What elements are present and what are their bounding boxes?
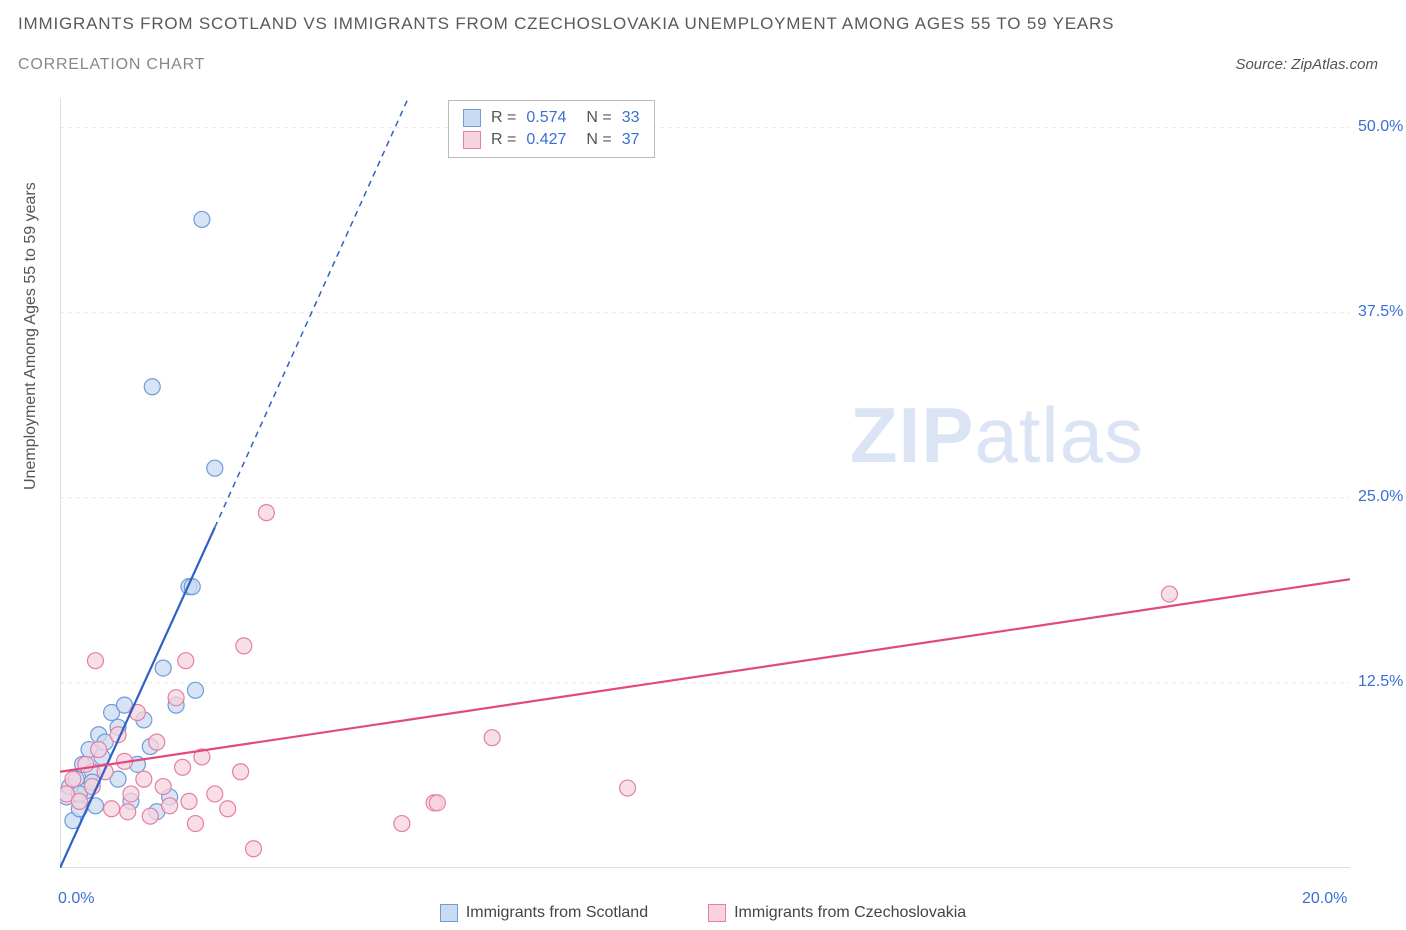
legend-swatch	[708, 904, 726, 922]
legend-swatch	[440, 904, 458, 922]
y-tick-label: 12.5%	[1358, 673, 1403, 691]
legend-bottom: Immigrants from Scotland Immigrants from …	[0, 904, 1406, 922]
stat-n-value: 37	[622, 129, 640, 151]
x-tick-label: 0.0%	[58, 890, 94, 908]
series-swatch	[463, 131, 481, 149]
legend-item: Immigrants from Czechoslovakia	[708, 904, 966, 922]
chart-subtitle: CORRELATION CHART	[18, 56, 205, 74]
stat-r-label: R =	[491, 129, 516, 151]
legend-label: Immigrants from Czechoslovakia	[734, 904, 966, 922]
y-tick-label: 25.0%	[1358, 488, 1403, 506]
correlation-stat-box: R = 0.574 N = 33 R = 0.427 N = 37	[448, 100, 655, 158]
source-attribution: Source: ZipAtlas.com	[1235, 56, 1378, 73]
stat-n-label: N =	[586, 107, 611, 129]
stat-r-label: R =	[491, 107, 516, 129]
y-tick-label: 37.5%	[1358, 303, 1403, 321]
stat-r-value: 0.574	[526, 107, 566, 129]
stat-row: R = 0.574 N = 33	[463, 107, 640, 129]
stat-n-value: 33	[622, 107, 640, 129]
series-swatch	[463, 109, 481, 127]
stat-row: R = 0.427 N = 37	[463, 129, 640, 151]
y-tick-label: 50.0%	[1358, 118, 1403, 136]
y-axis-label: Unemployment Among Ages 55 to 59 years	[22, 182, 40, 490]
legend-item: Immigrants from Scotland	[440, 904, 648, 922]
chart-title: IMMIGRANTS FROM SCOTLAND VS IMMIGRANTS F…	[18, 14, 1114, 34]
stat-r-value: 0.427	[526, 129, 566, 151]
x-tick-label: 20.0%	[1302, 890, 1347, 908]
legend-label: Immigrants from Scotland	[466, 904, 648, 922]
stat-n-label: N =	[586, 129, 611, 151]
scatter-chart	[60, 98, 1350, 868]
